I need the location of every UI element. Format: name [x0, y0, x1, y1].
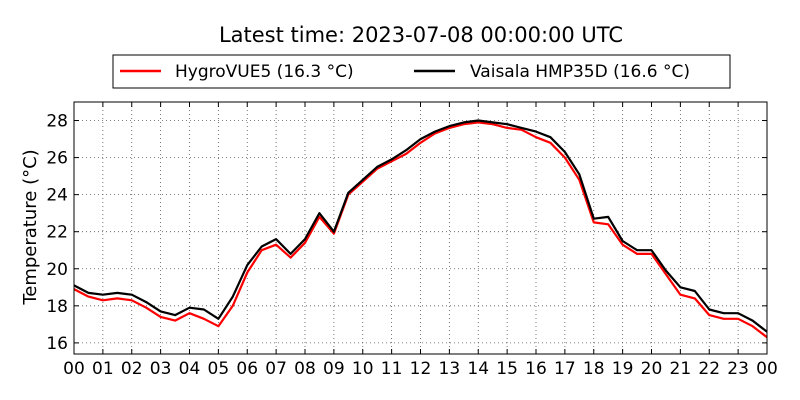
x-tick-label: 08 [294, 359, 316, 379]
x-tick-label: 07 [265, 359, 287, 379]
x-tick-label: 04 [179, 359, 201, 379]
x-tick-label: 17 [554, 359, 576, 379]
series-line-hygrovue5 [73, 121, 768, 339]
x-tick-label: 19 [612, 359, 634, 379]
x-tick-label: 12 [410, 359, 432, 379]
x-tick-label: 15 [496, 359, 518, 379]
x-tick-label: 13 [439, 359, 461, 379]
legend: HygroVUE5 (16.3 °C) Vaisala HMP35D (16.6 … [112, 54, 731, 89]
x-tick-label: 00 [756, 359, 778, 379]
y-tick-label: 16 [46, 334, 68, 354]
x-tick-label: 18 [583, 359, 605, 379]
x-tick-label: 06 [236, 359, 258, 379]
series-line-vaisala-hmp35d [73, 119, 768, 333]
x-tick-label: 09 [323, 359, 345, 379]
y-tick-label: 26 [46, 149, 68, 169]
x-tick-label: 00 [63, 359, 85, 379]
y-tick-label: 28 [46, 112, 68, 132]
x-tick-label: 01 [92, 359, 114, 379]
legend-label-vaisala-hmp35d: Vaisala HMP35D (16.6 °C) [470, 62, 690, 82]
x-tick-label: 10 [352, 359, 374, 379]
y-tick-label: 18 [46, 297, 68, 317]
x-tick-label: 11 [381, 359, 403, 379]
x-tick-label: 14 [467, 359, 489, 379]
y-tick-label: 20 [46, 260, 68, 280]
plot-area: 00 01 02 03 04 05 06 07 08 09 10 11 12 13 14 15 16 17 18 19… [46, 101, 778, 379]
x-tick-label: 21 [670, 359, 692, 379]
legend-label-hygrovue5: HygroVUE5 (16.3 °C) [175, 62, 354, 82]
y-tick-label: 24 [46, 186, 68, 206]
x-tick-label: 05 [208, 359, 230, 379]
x-tick-label: 22 [698, 359, 720, 379]
x-tick-label: 20 [641, 359, 663, 379]
x-tick-label: 03 [150, 359, 172, 379]
chart-title: Latest time: 2023-07-08 00:00:00 UTC [219, 23, 623, 47]
y-axis-label: Temperature (°C) [20, 149, 41, 305]
x-tick-label: 16 [525, 359, 547, 379]
y-tick-label: 22 [46, 223, 68, 243]
x-tick-label: 23 [727, 359, 749, 379]
x-tick-label: 02 [121, 359, 143, 379]
